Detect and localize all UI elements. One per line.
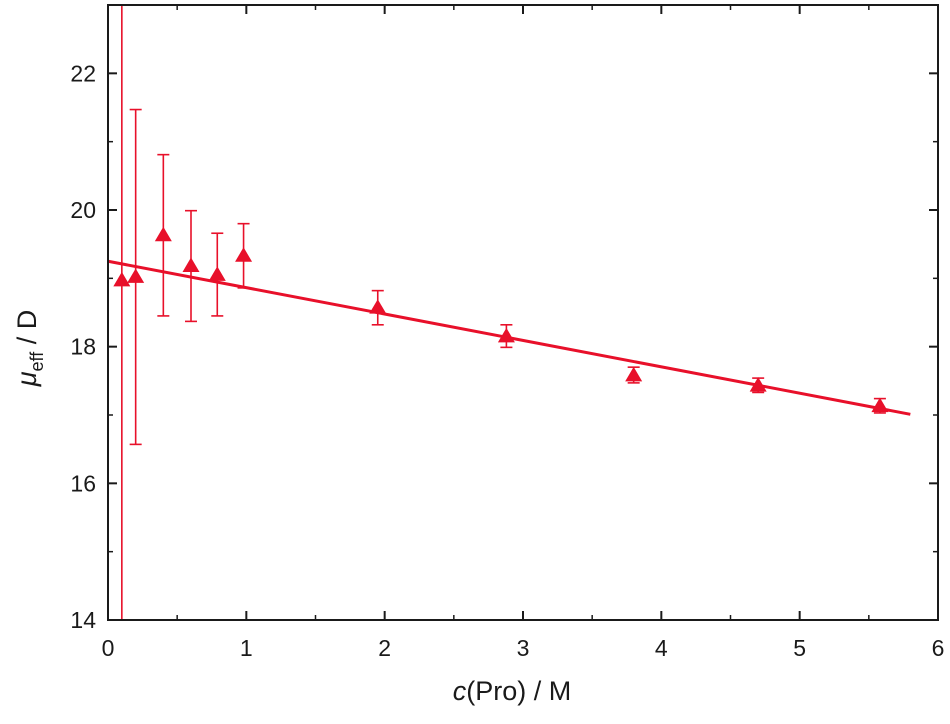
tick-layer: 0 1 2 3 4 5 6 14 16 18 20 22 [70,5,944,661]
x-tick-label: 3 [517,635,530,661]
data-point [369,299,387,314]
y-axis-label: μeff / D [12,310,47,388]
x-tick-label: 0 [102,635,115,661]
x-tick-label: 6 [932,635,945,661]
data-point [154,226,172,242]
plot-frame [107,4,939,621]
data-point-layer [113,226,889,413]
x-tick-label: 1 [240,635,253,661]
data-point [625,366,643,382]
y-tick-label: 22 [70,60,96,86]
data-point [208,266,226,281]
x-axis-label: c(Pro) / M [453,676,572,706]
data-point [871,397,889,413]
y-tick-label: 14 [70,607,96,633]
y-tick-label: 16 [70,470,96,496]
y-tick-label: 18 [70,334,96,360]
x-tick-label: 4 [655,635,668,661]
data-point [113,271,131,287]
data-point [182,257,200,272]
data-point [127,268,145,283]
x-tick-label: 2 [378,635,391,661]
error-bar-layer [121,5,886,620]
data-point [749,377,767,392]
data-point [235,247,253,262]
x-tick-label: 5 [793,635,806,661]
y-tick-label: 20 [70,197,96,223]
data-point [497,327,515,343]
